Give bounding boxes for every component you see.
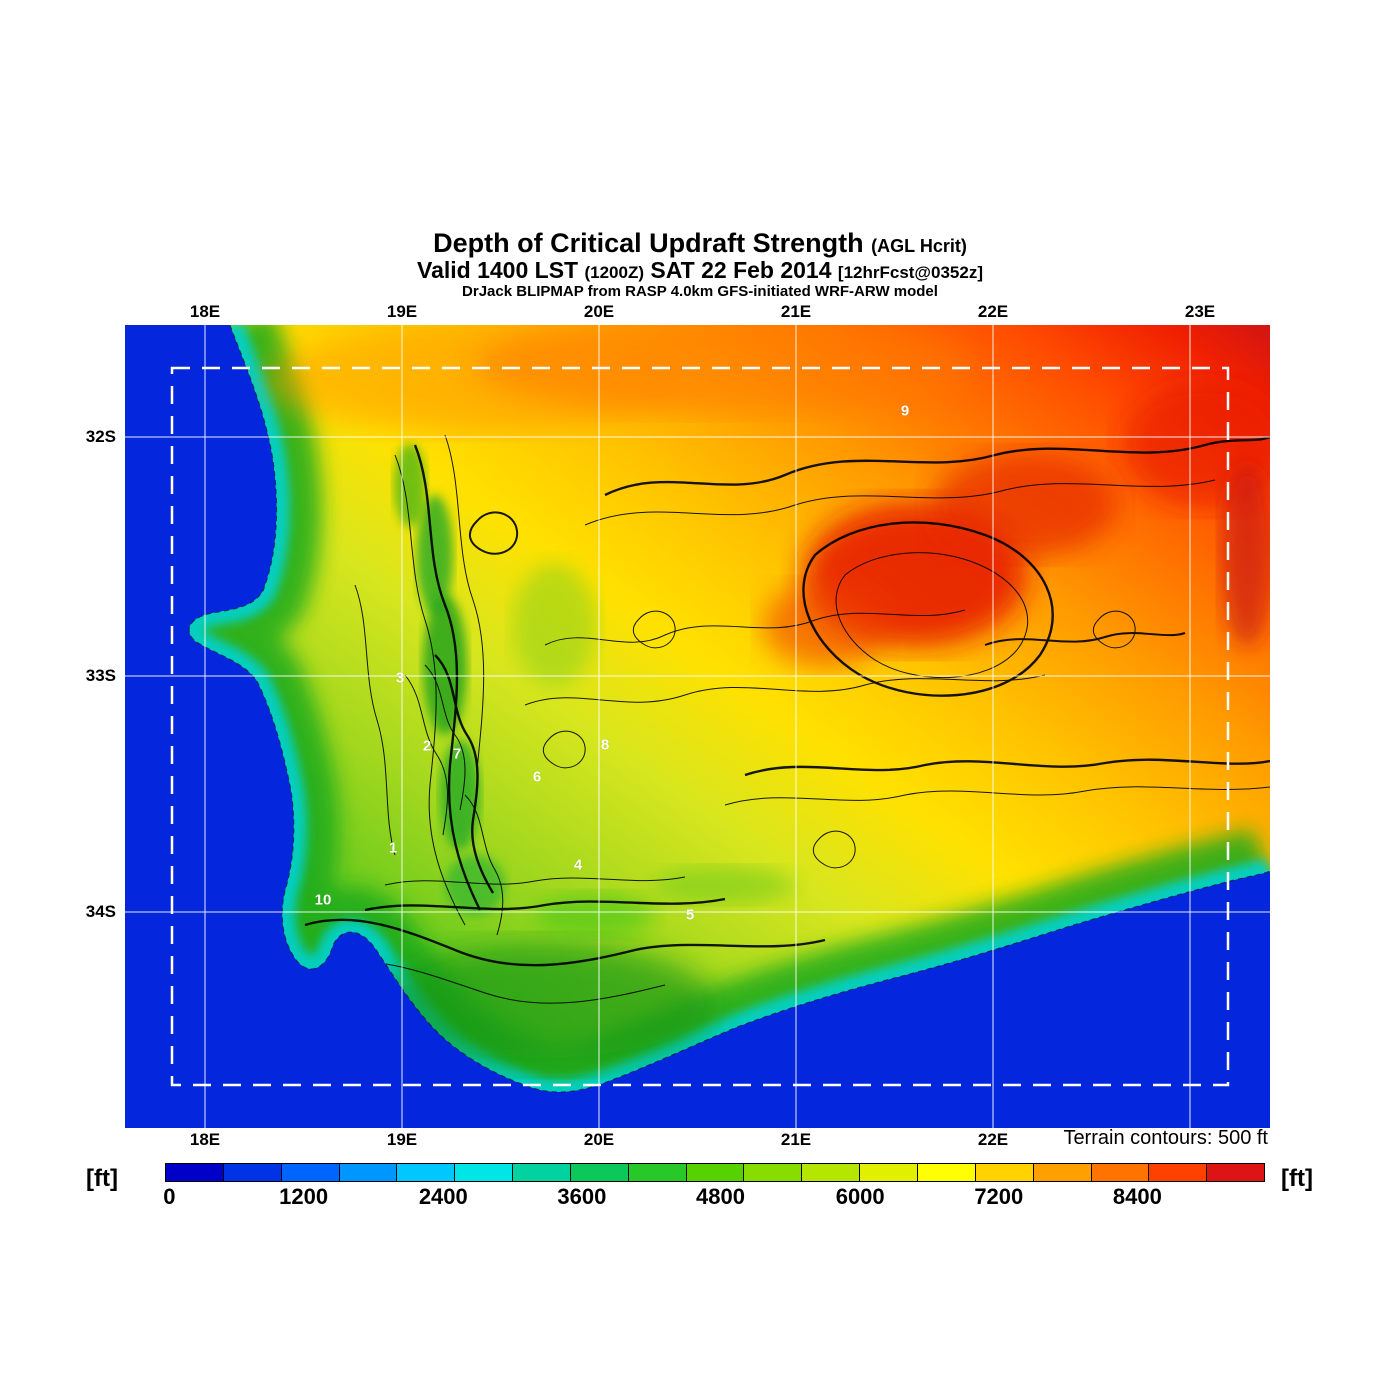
colorbar-segment <box>860 1164 918 1181</box>
lon-label-top: 20E <box>583 302 615 321</box>
colorbar-segment <box>1149 1164 1208 1181</box>
colorbar-segment <box>397 1164 456 1181</box>
colorbar-tick-label: 4800 <box>696 1184 745 1209</box>
lon-label-top: 23E <box>1184 302 1216 321</box>
lon-label-top: 22E <box>977 302 1009 321</box>
colorbar-ticks: 0 1200 2400 3600 4800 6000 7200 8400 <box>163 1184 1265 1214</box>
lat-label-left: 34S <box>85 902 116 921</box>
valid-prefix: Valid 1400 LST <box>417 257 579 284</box>
colorbar-segment <box>339 1164 398 1181</box>
colorbar-segment <box>570 1164 629 1181</box>
lat-label-left: 33S <box>85 666 116 685</box>
colorbar-segment <box>223 1164 282 1181</box>
colorbar-unit-left: [ft] <box>86 1165 118 1192</box>
domain-boundary <box>170 366 1230 1087</box>
lon-label-bottom: 21E <box>780 1130 812 1149</box>
valid-zulu: (1200Z) <box>584 263 645 283</box>
title-suffix: (AGL Hcrit) <box>871 236 967 256</box>
lon-label-bottom: 20E <box>583 1130 615 1149</box>
lon-label-bottom: 18E <box>189 1130 221 1149</box>
colorbar-tick-label: 1200 <box>279 1184 329 1209</box>
colorbar-tick-label: 8400 <box>1112 1184 1162 1209</box>
colorbar-tick-label: 2400 <box>418 1184 468 1209</box>
colorbar-segment <box>802 1164 861 1181</box>
colorbar-segment <box>455 1164 514 1181</box>
colorbar-segment <box>166 1164 224 1181</box>
colorbar-segment <box>744 1164 803 1181</box>
valid-line: Valid 1400 LST (1200Z) SAT 22 Feb 2014 [… <box>0 257 1400 284</box>
valid-date: SAT 22 Feb 2014 <box>650 257 832 284</box>
lon-label-bottom: 19E <box>386 1130 418 1149</box>
title-text: Depth of Critical Updraft Strength <box>433 228 864 258</box>
colorbar-unit-right: [ft] <box>1281 1165 1313 1192</box>
colorbar-tick-label: 6000 <box>835 1184 885 1209</box>
lat-label-left: 32S <box>85 427 116 446</box>
lon-label-top: 21E <box>780 302 812 321</box>
model-line: DrJack BLIPMAP from RASP 4.0km GFS-initi… <box>462 282 938 300</box>
colorbar-tick-label: 3600 <box>557 1184 607 1209</box>
colorbar-segment <box>628 1164 687 1181</box>
lon-label-top: 19E <box>386 302 418 321</box>
graticule <box>125 325 1270 1128</box>
forecast-map: 1 2 3 4 5 6 7 8 9 10 <box>125 325 1270 1128</box>
colorbar-segment <box>1033 1164 1092 1181</box>
colorbar <box>165 1163 1265 1182</box>
terrain-contours-note: Terrain contours: 500 ft <box>1063 1127 1268 1149</box>
colorbar-segment <box>686 1164 745 1181</box>
colorbar-tick-label: 7200 <box>974 1184 1024 1209</box>
colorbar-segment <box>975 1164 1034 1181</box>
colorbar-tick-label: 0 <box>163 1184 176 1209</box>
page-title: Depth of Critical Updraft Strength (AGL … <box>0 228 1400 258</box>
terrain-map-svg <box>125 325 1270 1128</box>
valid-fcst: [12hrFcst@0352z] <box>837 263 983 283</box>
header: Depth of Critical Updraft Strength (AGL … <box>0 228 1400 301</box>
colorbar-segment <box>917 1164 976 1181</box>
lon-label-bottom: 22E <box>977 1130 1009 1149</box>
colorbar-segment <box>1091 1164 1150 1181</box>
lon-label-top: 18E <box>189 302 221 321</box>
colorbar-segment <box>281 1164 340 1181</box>
colorbar-segment <box>1207 1164 1265 1181</box>
colorbar-segment <box>513 1164 571 1181</box>
